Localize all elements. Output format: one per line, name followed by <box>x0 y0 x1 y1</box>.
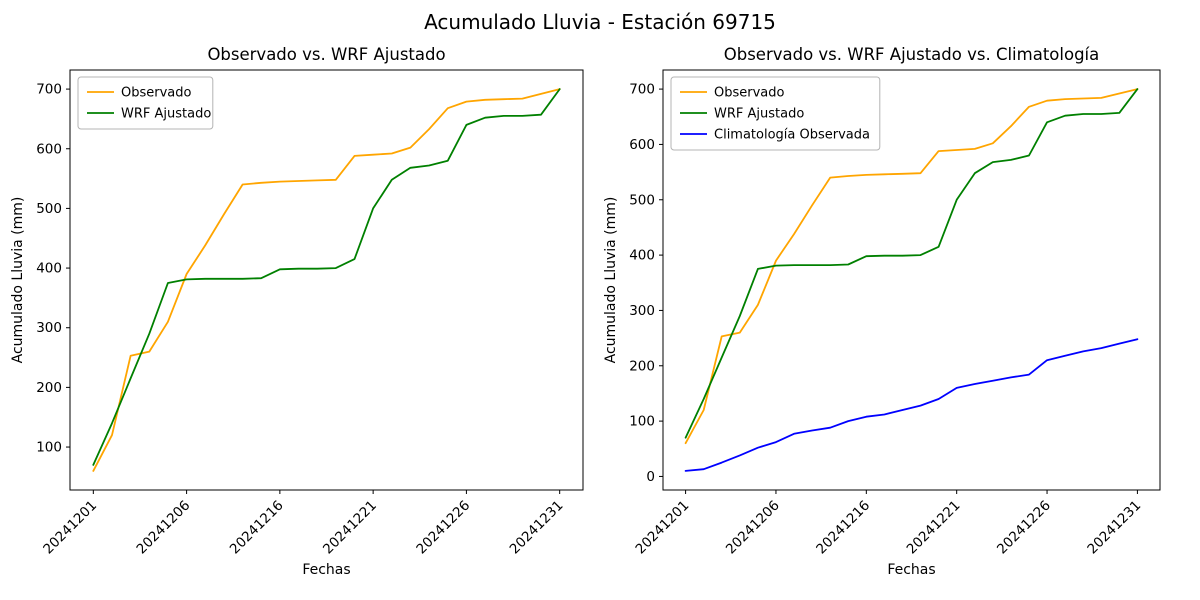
y-tick-label: 400 <box>629 248 655 264</box>
x-tick-label: 20241216 <box>227 498 287 558</box>
y-tick-label: 600 <box>36 141 62 157</box>
x-tick-label: 20241226 <box>413 498 473 558</box>
x-tick-label: 20241221 <box>320 498 380 558</box>
x-tick-label: 20241221 <box>904 498 964 558</box>
series-line-wrf-ajustado <box>92 88 561 466</box>
legend-label: Climatología Observada <box>714 128 870 143</box>
chart-observado-vs-wrf-vs-climatologia: 0 100 200 300 400 500 600 700 20241201 20241206 20… <box>603 45 1161 578</box>
y-tick-label: 300 <box>629 303 655 319</box>
legend-box <box>77 76 214 130</box>
y-tick-label: 700 <box>36 82 62 98</box>
chart-title: Observado vs. WRF Ajustado <box>207 45 445 64</box>
x-tick-label: 20241216 <box>813 498 873 558</box>
x-tick-label: 20241231 <box>1084 498 1144 558</box>
y-axis-label: Acumulado Lluvia (mm) <box>10 197 26 364</box>
y-tick-label: 100 <box>36 440 62 456</box>
y-tick-label: 200 <box>629 358 655 374</box>
y-tick-label: 200 <box>36 380 62 396</box>
y-tick-label: 700 <box>629 82 655 98</box>
chart-title: Observado vs. WRF Ajustado vs. Climatolo… <box>724 45 1100 64</box>
plot-box <box>662 69 1161 491</box>
x-tick-label: 20241201 <box>40 498 100 558</box>
series-line-wrf-ajustado <box>684 88 1139 439</box>
y-tick-label: 300 <box>36 320 62 336</box>
y-tick-label: 400 <box>36 261 62 277</box>
x-tick-label: 20241206 <box>134 498 194 558</box>
series-line-climatolog-a-observada <box>684 338 1139 472</box>
x-tick-label: 20241201 <box>633 498 693 558</box>
legend-label: WRF Ajustado <box>121 107 211 122</box>
y-tick-label: 600 <box>629 137 655 153</box>
x-tick-label: 20241206 <box>723 498 783 558</box>
legend-label: Observado <box>121 86 192 101</box>
y-tick-label: 500 <box>36 201 62 217</box>
y-axis-label: Acumulado Lluvia (mm) <box>603 197 619 364</box>
x-axis-label: Fechas <box>887 562 935 578</box>
figure-title: Acumulado Lluvia - Estación 69715 <box>424 10 776 34</box>
series-line-observado <box>684 88 1139 445</box>
y-tick-label: 100 <box>629 414 655 430</box>
x-tick-label: 20241226 <box>994 498 1054 558</box>
plot-box <box>69 69 584 491</box>
y-tick-label: 0 <box>646 469 655 485</box>
series-line-observado <box>92 88 561 472</box>
x-axis-label: Fechas <box>302 562 350 578</box>
legend-box <box>670 76 881 151</box>
x-tick-label: 20241231 <box>507 498 567 558</box>
chart-observado-vs-wrf: 100 200 300 400 500 600 700 20241201 20241206 202… <box>10 45 584 578</box>
legend-label: Observado <box>714 86 785 101</box>
legend-label: WRF Ajustado <box>714 107 804 122</box>
y-tick-label: 500 <box>629 192 655 208</box>
